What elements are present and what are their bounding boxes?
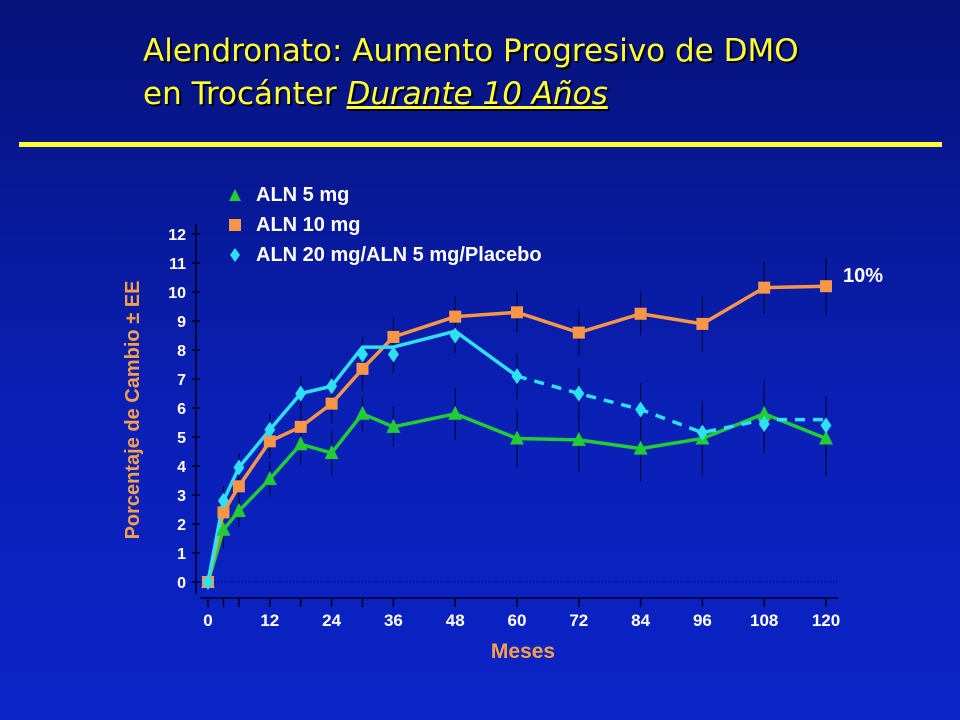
- x-tick-label: 108: [750, 611, 778, 630]
- error-bars: [223, 257, 826, 548]
- data-point: [233, 480, 245, 492]
- y-tick-label: 3: [177, 488, 186, 505]
- legend-item-aln-10mg: ALN 10 mg: [228, 210, 542, 240]
- legend-label: ALN 20 mg/ALN 5 mg/Placebo: [256, 244, 542, 267]
- data-point: [511, 306, 523, 318]
- series-line-dashed: [517, 376, 826, 433]
- data-point: [635, 308, 647, 320]
- x-tick-label: 60: [508, 611, 527, 630]
- y-tick-label: 9: [177, 314, 186, 331]
- data-point: [696, 318, 708, 330]
- y-tick-label: 12: [168, 227, 186, 244]
- x-tick-label: 84: [631, 611, 650, 630]
- x-tick-label: 48: [446, 611, 465, 630]
- data-point: [326, 398, 338, 410]
- x-tick-label: 24: [322, 611, 341, 630]
- data-point: [387, 331, 399, 343]
- data-point: [758, 282, 770, 294]
- data-point: [573, 386, 584, 402]
- data-point: [820, 280, 832, 292]
- data-point: [294, 436, 308, 450]
- data-point: [449, 311, 461, 323]
- y-tick-label: 0: [177, 575, 186, 592]
- data-point: [357, 363, 369, 375]
- y-tick-label: 4: [177, 459, 186, 476]
- data-point: [450, 328, 461, 344]
- data-point: [635, 401, 646, 417]
- square-marker-icon: [228, 218, 242, 232]
- y-tick-label: 2: [177, 517, 186, 534]
- legend-item-aln-20mg-placebo: ALN 20 mg/ALN 5 mg/Placebo: [228, 240, 542, 270]
- percent-annotation: 10%: [843, 265, 883, 288]
- y-tick-label: 7: [177, 372, 186, 389]
- data-point: [512, 368, 523, 384]
- y-tick-label: 5: [177, 430, 186, 447]
- data-point: [448, 406, 462, 420]
- diamond-marker-icon: [228, 248, 242, 262]
- legend: ALN 5 mg ALN 10 mg ALN 20 mg/ALN 5 mg/Pl…: [228, 180, 542, 270]
- x-axis-label: Meses: [423, 640, 623, 664]
- x-tick-label: 72: [569, 611, 588, 630]
- data-point: [295, 421, 307, 433]
- y-axis-label: Porcentaje de Cambio ± EE: [119, 240, 147, 580]
- y-tick-label: 6: [177, 401, 186, 418]
- chart-axes: [192, 224, 838, 607]
- legend-item-aln-5mg: ALN 5 mg: [228, 180, 542, 210]
- x-tick-label: 96: [693, 611, 712, 630]
- y-tick-label: 11: [169, 256, 186, 273]
- x-tick-label: 12: [260, 611, 279, 630]
- y-tick-label: 1: [177, 546, 186, 563]
- y-tick-label: 10: [168, 285, 186, 302]
- legend-label: ALN 10 mg: [256, 214, 360, 237]
- triangle-marker-icon: [228, 188, 242, 202]
- legend-label: ALN 5 mg: [256, 184, 349, 207]
- data-point: [573, 327, 585, 339]
- data-point: [356, 406, 370, 420]
- x-tick-label: 120: [812, 611, 840, 630]
- y-tick-label: 8: [177, 343, 186, 360]
- x-tick-label: 0: [203, 611, 212, 630]
- x-tick-label: 36: [384, 611, 403, 630]
